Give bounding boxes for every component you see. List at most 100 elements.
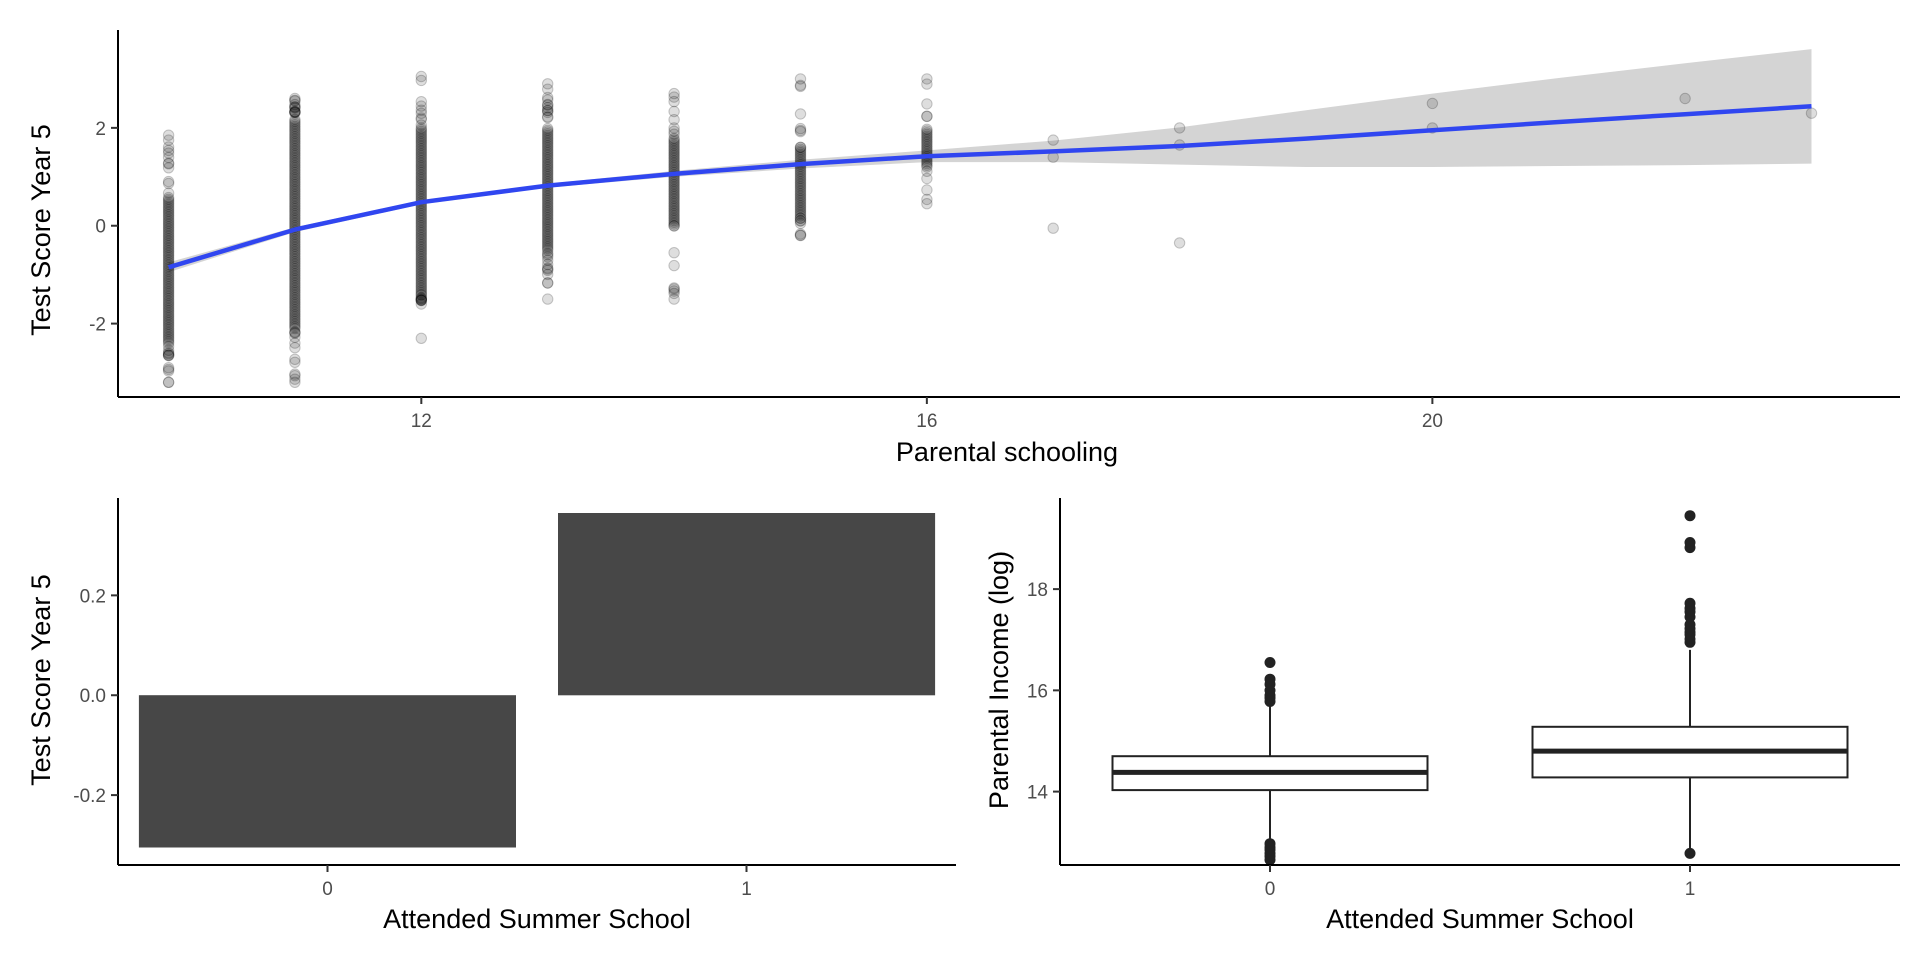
scatter-point (289, 300, 301, 312)
scatter-point (162, 363, 175, 376)
scatter-point (162, 238, 175, 250)
scatter-point (162, 222, 175, 235)
scatter-point (289, 105, 301, 118)
scatter-point (415, 288, 427, 300)
scatter-point (162, 175, 175, 188)
box-outlier (1264, 673, 1276, 685)
scatter-point (542, 191, 554, 203)
scatter-point (289, 98, 301, 111)
scatter-point (415, 237, 427, 249)
scatter-point (794, 167, 807, 179)
scatter-point (162, 292, 175, 305)
scatter-point (794, 229, 807, 242)
scatter-point (668, 187, 680, 199)
scatter-point (668, 216, 680, 229)
scatter-point (415, 226, 427, 239)
scatter-point (921, 110, 933, 123)
scatter-point (415, 259, 427, 271)
scatter-point (289, 178, 301, 191)
scatter-point (415, 293, 427, 305)
scatter-point (162, 349, 175, 361)
scatter-point (542, 218, 554, 231)
smooth-line (167, 104, 1812, 270)
scatter-point (542, 229, 554, 241)
scatter-point (162, 141, 175, 153)
scatter-point (162, 303, 175, 315)
scatter-point (162, 129, 175, 141)
scatter-point (289, 146, 301, 158)
scatter-point (1173, 237, 1186, 249)
scatter-point (289, 242, 301, 254)
scatter-point (415, 232, 427, 244)
scatter-point (289, 304, 301, 316)
scatter-point (542, 148, 554, 161)
box-outlier (1684, 847, 1696, 859)
scatter-point (415, 119, 427, 131)
scatter-point (542, 217, 554, 229)
scatter-point (415, 177, 427, 189)
scatter-point (794, 148, 807, 161)
scatter-point (289, 249, 301, 261)
scatter-point (162, 217, 175, 230)
box-y-tick-label: 16 (1027, 681, 1048, 702)
scatter-point (542, 205, 554, 217)
scatter-point (668, 213, 680, 225)
scatter-point (162, 245, 175, 257)
scatter-point (415, 221, 427, 234)
scatter-point (289, 307, 301, 319)
scatter-point (415, 298, 427, 310)
scatter-point (415, 252, 427, 264)
scatter-point (668, 208, 680, 220)
scatter-point (794, 184, 807, 197)
scatter-point (289, 132, 301, 145)
scatter-point (542, 201, 554, 214)
scatter-point (542, 157, 554, 169)
scatter-point (289, 373, 301, 385)
scatter-point (162, 349, 175, 362)
scatter-point (289, 137, 301, 150)
scatter-point (668, 182, 680, 194)
scatter-point (921, 193, 933, 206)
scatter-point (794, 188, 807, 200)
scatter-point (542, 138, 554, 150)
scatter-point (162, 210, 175, 223)
scatter-point (162, 226, 175, 238)
scatter-point (162, 327, 175, 339)
scatter-point (668, 134, 680, 146)
scatter-point (162, 246, 175, 259)
scatter-point (162, 287, 175, 300)
scatter-point (162, 277, 175, 289)
scatter-point (415, 230, 427, 242)
scatter-point (794, 143, 807, 155)
scatter-point (289, 268, 301, 280)
scatter-point (289, 187, 301, 199)
scatter-point (162, 157, 175, 169)
scatter-point (289, 153, 301, 165)
scatter-point (162, 332, 175, 344)
scatter-point (542, 111, 554, 123)
scatter-point (162, 202, 175, 214)
scatter-point (162, 315, 175, 327)
scatter-point (542, 128, 554, 140)
scatter-point (162, 311, 175, 324)
scatter-point (1426, 97, 1439, 110)
scatter-point (542, 188, 554, 200)
scatter-point (289, 238, 301, 251)
scatter-point (289, 245, 301, 258)
scatter-point (794, 125, 807, 138)
scatter-point (1173, 122, 1186, 134)
scatter-point (668, 194, 680, 206)
scatter-point (289, 136, 301, 148)
scatter-point (415, 208, 427, 220)
scatter-point (542, 194, 554, 207)
scatter-point (668, 247, 680, 259)
scatter-point (289, 261, 301, 273)
scatter-point (542, 164, 554, 176)
scatter-point (668, 197, 680, 210)
scatter-point (162, 284, 175, 296)
scatter-point (289, 292, 301, 304)
scatter-point (162, 365, 175, 377)
scatter-point (794, 182, 807, 195)
scatter-point (289, 262, 301, 275)
scatter-point (542, 196, 554, 208)
